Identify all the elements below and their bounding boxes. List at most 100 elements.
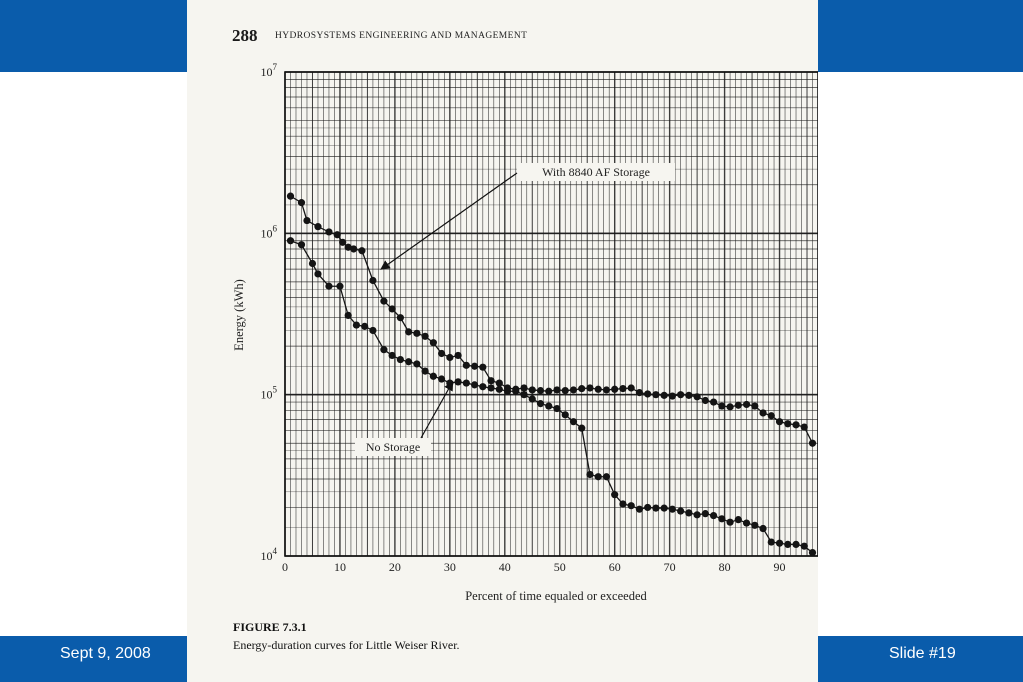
y-axis-label: Energy (kWh)	[232, 279, 246, 351]
figure-label: FIGURE 7.3.1	[233, 620, 307, 634]
data-point-with-storage	[413, 329, 421, 337]
data-point-no-storage	[734, 516, 742, 524]
data-point-with-storage	[569, 386, 578, 394]
data-point-with-storage	[709, 398, 718, 406]
data-point-with-storage	[775, 418, 784, 426]
data-point-with-storage	[429, 339, 437, 347]
data-point-no-storage	[388, 351, 396, 360]
x-tick-label: 20	[389, 560, 401, 574]
data-point-with-storage	[594, 385, 602, 393]
y-tick-label: 104	[261, 546, 278, 563]
data-point-no-storage	[413, 360, 421, 368]
data-point-no-storage	[487, 384, 495, 392]
data-point-no-storage	[479, 383, 487, 391]
data-point-with-storage	[718, 402, 726, 410]
data-point-no-storage	[685, 509, 693, 517]
data-point-no-storage	[660, 504, 668, 512]
data-point-no-storage	[495, 385, 503, 393]
data-point-no-storage	[438, 375, 446, 383]
data-point-with-storage	[421, 332, 429, 340]
data-point-with-storage	[446, 353, 454, 362]
annotation-with-storage: With 8840 AF Storage	[542, 165, 650, 179]
data-point-no-storage	[668, 505, 676, 513]
data-point-no-storage	[792, 540, 800, 549]
x-tick-label: 40	[499, 560, 511, 574]
data-point-with-storage	[668, 392, 676, 400]
data-point-with-storage	[405, 328, 413, 336]
data-point-with-storage	[619, 385, 627, 393]
data-point-with-storage	[652, 391, 660, 399]
data-point-with-storage	[339, 238, 347, 246]
data-point-no-storage	[586, 470, 594, 479]
data-point-with-storage	[350, 245, 358, 253]
annotation-arrow-no-storage	[420, 380, 454, 439]
x-tick-label: 10	[334, 560, 346, 574]
data-point-no-storage	[520, 391, 528, 399]
data-point-with-storage	[388, 305, 396, 313]
data-point-no-storage	[627, 502, 635, 510]
x-axis-label: Percent of time equaled or exceeded	[465, 589, 647, 603]
data-point-no-storage	[751, 521, 759, 529]
running-head: HYDROSYSTEMS ENGINEERING AND MANAGEMENT	[275, 31, 528, 41]
data-point-no-storage	[536, 400, 545, 408]
data-point-no-storage	[528, 395, 536, 403]
data-point-no-storage	[709, 511, 718, 520]
data-point-with-storage	[586, 384, 594, 392]
data-point-no-storage	[569, 418, 578, 426]
data-point-no-storage	[578, 424, 586, 432]
data-point-with-storage	[602, 386, 611, 394]
data-point-with-storage	[286, 192, 295, 200]
data-point-with-storage	[303, 216, 311, 225]
data-point-no-storage	[693, 511, 701, 519]
data-point-no-storage	[470, 381, 479, 389]
data-point-no-storage	[767, 538, 775, 546]
x-tick-label: 60	[609, 560, 621, 574]
data-point-with-storage	[611, 385, 619, 393]
data-point-no-storage	[726, 518, 734, 526]
data-point-no-storage	[421, 367, 429, 375]
data-point-with-storage	[644, 390, 652, 398]
data-point-with-storage	[800, 423, 808, 431]
slide-header-band-right	[818, 0, 1023, 72]
slide-number: Slide #19	[889, 645, 956, 662]
data-point-no-storage	[336, 282, 344, 290]
figure-caption: Energy-duration curves for Little Weiser…	[233, 638, 460, 652]
data-point-no-storage	[611, 491, 619, 499]
data-point-with-storage	[333, 231, 341, 239]
data-point-no-storage	[784, 540, 792, 549]
data-point-with-storage	[487, 377, 495, 385]
data-point-with-storage	[536, 386, 545, 395]
data-point-with-storage	[454, 351, 462, 360]
data-point-no-storage	[344, 311, 352, 319]
data-point-no-storage	[759, 524, 767, 533]
data-point-no-storage	[635, 505, 644, 513]
data-point-no-storage	[775, 539, 784, 547]
data-point-with-storage	[759, 409, 767, 417]
data-point-no-storage	[308, 259, 317, 268]
data-point-no-storage	[553, 404, 561, 413]
book-page-number: 288	[232, 26, 258, 45]
data-point-no-storage	[369, 326, 377, 335]
series-line-no-storage	[290, 240, 813, 554]
data-point-with-storage	[380, 297, 388, 305]
data-point-no-storage	[602, 473, 611, 481]
data-point-with-storage	[685, 391, 693, 399]
data-point-with-storage	[808, 439, 817, 447]
chart-series	[286, 192, 817, 557]
data-point-with-storage	[701, 396, 709, 405]
y-tick-label: 107	[261, 62, 278, 79]
data-point-no-storage	[561, 411, 569, 419]
plot-border	[284, 71, 818, 557]
slide-header-band-left	[0, 0, 187, 72]
data-point-no-storage	[405, 358, 413, 366]
data-point-no-storage	[800, 542, 808, 550]
data-point-no-storage	[644, 503, 652, 512]
data-point-no-storage	[545, 402, 553, 410]
annotation-no-storage: No Storage	[366, 440, 420, 454]
data-point-with-storage	[553, 386, 561, 394]
data-point-with-storage	[396, 314, 404, 322]
y-tick-label: 105	[261, 385, 278, 402]
data-point-with-storage	[767, 412, 775, 420]
data-point-with-storage	[438, 349, 446, 358]
chart-axes	[284, 71, 818, 557]
